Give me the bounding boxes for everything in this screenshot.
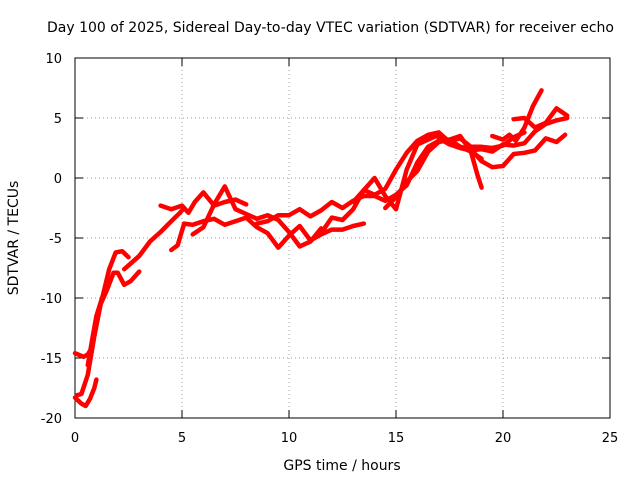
y-tick-label: -20 <box>41 412 62 427</box>
y-tick-label: 0 <box>54 172 62 187</box>
plot-frame <box>74 57 611 419</box>
series-line-track-n <box>490 88 544 144</box>
series-line-track-j <box>318 130 568 236</box>
chart-title: Day 100 of 2025, Sidereal Day-to-day VTE… <box>47 20 614 36</box>
series-group <box>72 88 570 409</box>
y-axis-label: SDTVAR / TECUs <box>6 181 22 296</box>
y-tick-label: -15 <box>41 352 62 367</box>
series-line-track-c <box>74 269 142 398</box>
series-line-track-b <box>72 377 99 409</box>
x-tick-label: 5 <box>178 431 186 446</box>
x-tick-label: 10 <box>281 431 298 446</box>
x-tick-label: 15 <box>388 431 405 446</box>
axis-ticks: 0 5 10 15 20 25 -20 -15 -10 -5 0 5 10 <box>41 52 619 446</box>
y-tick-label: -5 <box>49 232 62 247</box>
y-tick-label: 10 <box>45 52 62 67</box>
x-axis-label: GPS time / hours <box>283 458 400 474</box>
x-tick-label: 20 <box>495 431 512 446</box>
series-line-track-l <box>383 133 484 211</box>
y-tick-label: 5 <box>54 112 62 127</box>
series-line-track-e <box>121 205 187 272</box>
x-tick-label: 0 <box>71 431 79 446</box>
x-tick-label: 25 <box>602 431 619 446</box>
y-tick-label: -10 <box>41 292 62 307</box>
series-line-track-h <box>190 184 324 249</box>
series-line-track-g <box>169 215 367 253</box>
series-line-track-o <box>511 106 570 130</box>
series-line-track-d <box>85 248 131 368</box>
